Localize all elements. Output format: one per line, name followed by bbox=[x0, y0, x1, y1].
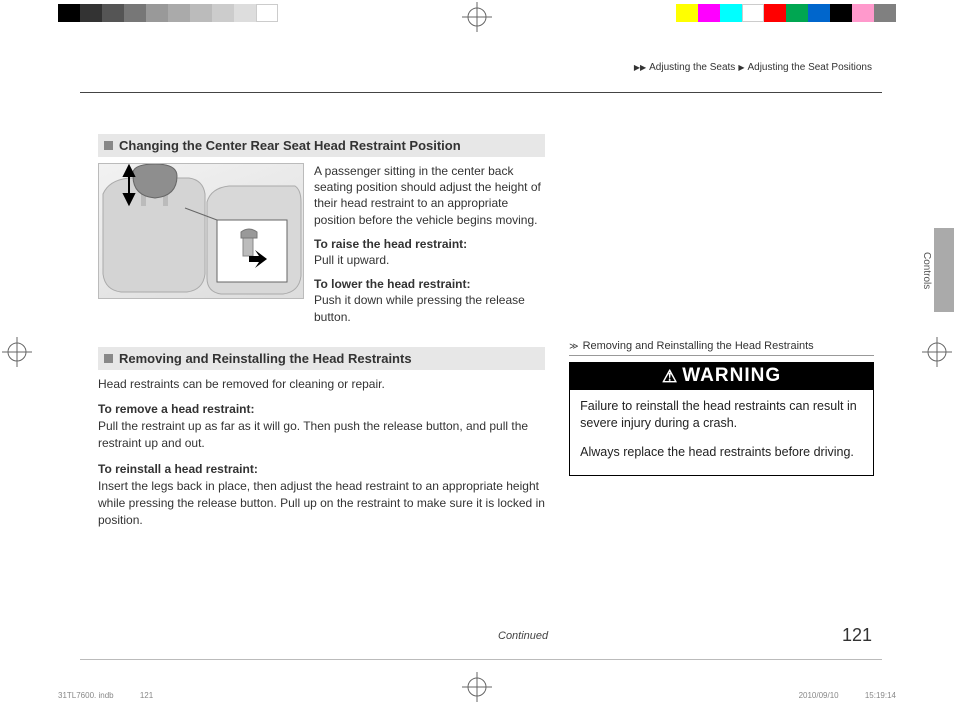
footer-time: 15:19:14 bbox=[865, 691, 896, 700]
reinstall-text: Insert the legs back in place, then adju… bbox=[98, 478, 545, 528]
section-intro-text: A passenger sitting in the center back s… bbox=[314, 163, 545, 333]
breadcrumb-arrow-icon: ▶▶ bbox=[634, 63, 646, 72]
lower-text: Push it down while pressing the release … bbox=[314, 293, 525, 323]
warning-title-text: WARNING bbox=[682, 365, 781, 387]
footer-date: 2010/09/10 bbox=[799, 691, 839, 700]
section-heading: Changing the Center Rear Seat Head Restr… bbox=[98, 134, 545, 157]
section-bullet-icon bbox=[104, 141, 113, 150]
section-title: Changing the Center Rear Seat Head Restr… bbox=[119, 138, 461, 153]
warning-box: ⚠ WARNING Failure to reinstall the head … bbox=[569, 362, 874, 476]
lower-label: To lower the head restraint: bbox=[314, 277, 470, 291]
footer-file-page: 121 bbox=[140, 691, 153, 700]
registration-mark-left bbox=[2, 337, 32, 367]
intro-paragraph: A passenger sitting in the center back s… bbox=[314, 163, 545, 228]
continued-label: Continued bbox=[498, 630, 548, 642]
footer-rule bbox=[80, 659, 882, 660]
header-rule bbox=[80, 92, 882, 93]
section-tab bbox=[934, 228, 954, 312]
remove-text: Pull the restraint up as far as it will … bbox=[98, 418, 545, 452]
raise-text: Pull it upward. bbox=[314, 253, 389, 267]
breadcrumb: ▶▶ Adjusting the Seats ▶ Adjusting the S… bbox=[634, 62, 872, 73]
warning-title-bar: ⚠ WARNING bbox=[570, 363, 873, 390]
sidebar-heading-text: Removing and Reinstalling the Head Restr… bbox=[583, 340, 814, 352]
section-tab-label: Controls bbox=[921, 252, 932, 289]
print-footer: 31TL7600. indb 121 2010/09/10 15:19:14 bbox=[58, 691, 896, 700]
color-bar-right bbox=[676, 4, 896, 22]
section-bullet-icon bbox=[104, 354, 113, 363]
registration-mark-right bbox=[922, 337, 952, 367]
footer-file: 31TL7600. indb bbox=[58, 691, 114, 700]
main-column: Changing the Center Rear Seat Head Restr… bbox=[98, 134, 545, 654]
breadcrumb-arrow-icon: ▶ bbox=[738, 63, 744, 72]
breadcrumb-item: Adjusting the Seats bbox=[649, 62, 735, 73]
head-restraint-illustration bbox=[98, 163, 304, 299]
reinstall-label: To reinstall a head restraint: bbox=[98, 462, 545, 476]
sidebar-column: ≫ Removing and Reinstalling the Head Res… bbox=[569, 134, 874, 654]
warning-paragraph: Always replace the head restraints befor… bbox=[580, 444, 863, 461]
section-heading: Removing and Reinstalling the Head Restr… bbox=[98, 347, 545, 370]
raise-label: To raise the head restraint: bbox=[314, 237, 467, 251]
sidebar-heading: ≫ Removing and Reinstalling the Head Res… bbox=[569, 340, 874, 356]
warning-paragraph: Failure to reinstall the head restraints… bbox=[580, 398, 863, 432]
remove-label: To remove a head restraint: bbox=[98, 402, 545, 416]
body-paragraph: Head restraints can be removed for clean… bbox=[98, 376, 545, 393]
breadcrumb-item: Adjusting the Seat Positions bbox=[747, 62, 872, 73]
section-title: Removing and Reinstalling the Head Restr… bbox=[119, 351, 412, 366]
registration-mark-top bbox=[462, 2, 492, 32]
color-bar-left bbox=[58, 4, 278, 22]
warning-triangle-icon: ⚠ bbox=[662, 368, 678, 385]
page-number: 121 bbox=[842, 625, 872, 646]
link-icon: ≫ bbox=[569, 341, 578, 352]
